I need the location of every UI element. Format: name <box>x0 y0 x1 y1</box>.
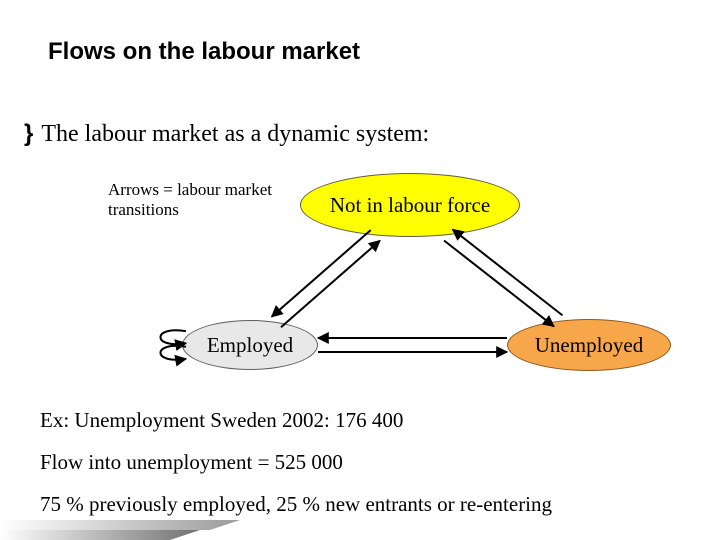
footer-decoration <box>0 500 260 540</box>
body-line-0: Ex: Unemployment Sweden 2002: 176 400 <box>40 408 403 433</box>
bullet-line: } The labour market as a dynamic system: <box>24 120 429 148</box>
bullet-text: The labour market as a dynamic system: <box>41 121 429 148</box>
bullet-marker: } <box>24 120 33 148</box>
slide-title: Flows on the labour market <box>48 38 360 66</box>
arrows-note-line1: Arrows = labour market <box>108 180 272 200</box>
body-line-1: Flow into unemployment = 525 000 <box>40 450 343 475</box>
node-nilf-label: Not in labour force <box>330 193 490 218</box>
arrows-note-line2: transitions <box>108 200 272 220</box>
node-employed-label: Employed <box>207 333 293 358</box>
arrows-note: Arrows = labour market transitions <box>108 180 272 219</box>
node-not-in-labour-force: Not in labour force <box>300 173 520 237</box>
node-unemployed-label: Unemployed <box>535 333 643 358</box>
node-employed: Employed <box>182 320 318 370</box>
node-unemployed: Unemployed <box>507 319 671 371</box>
